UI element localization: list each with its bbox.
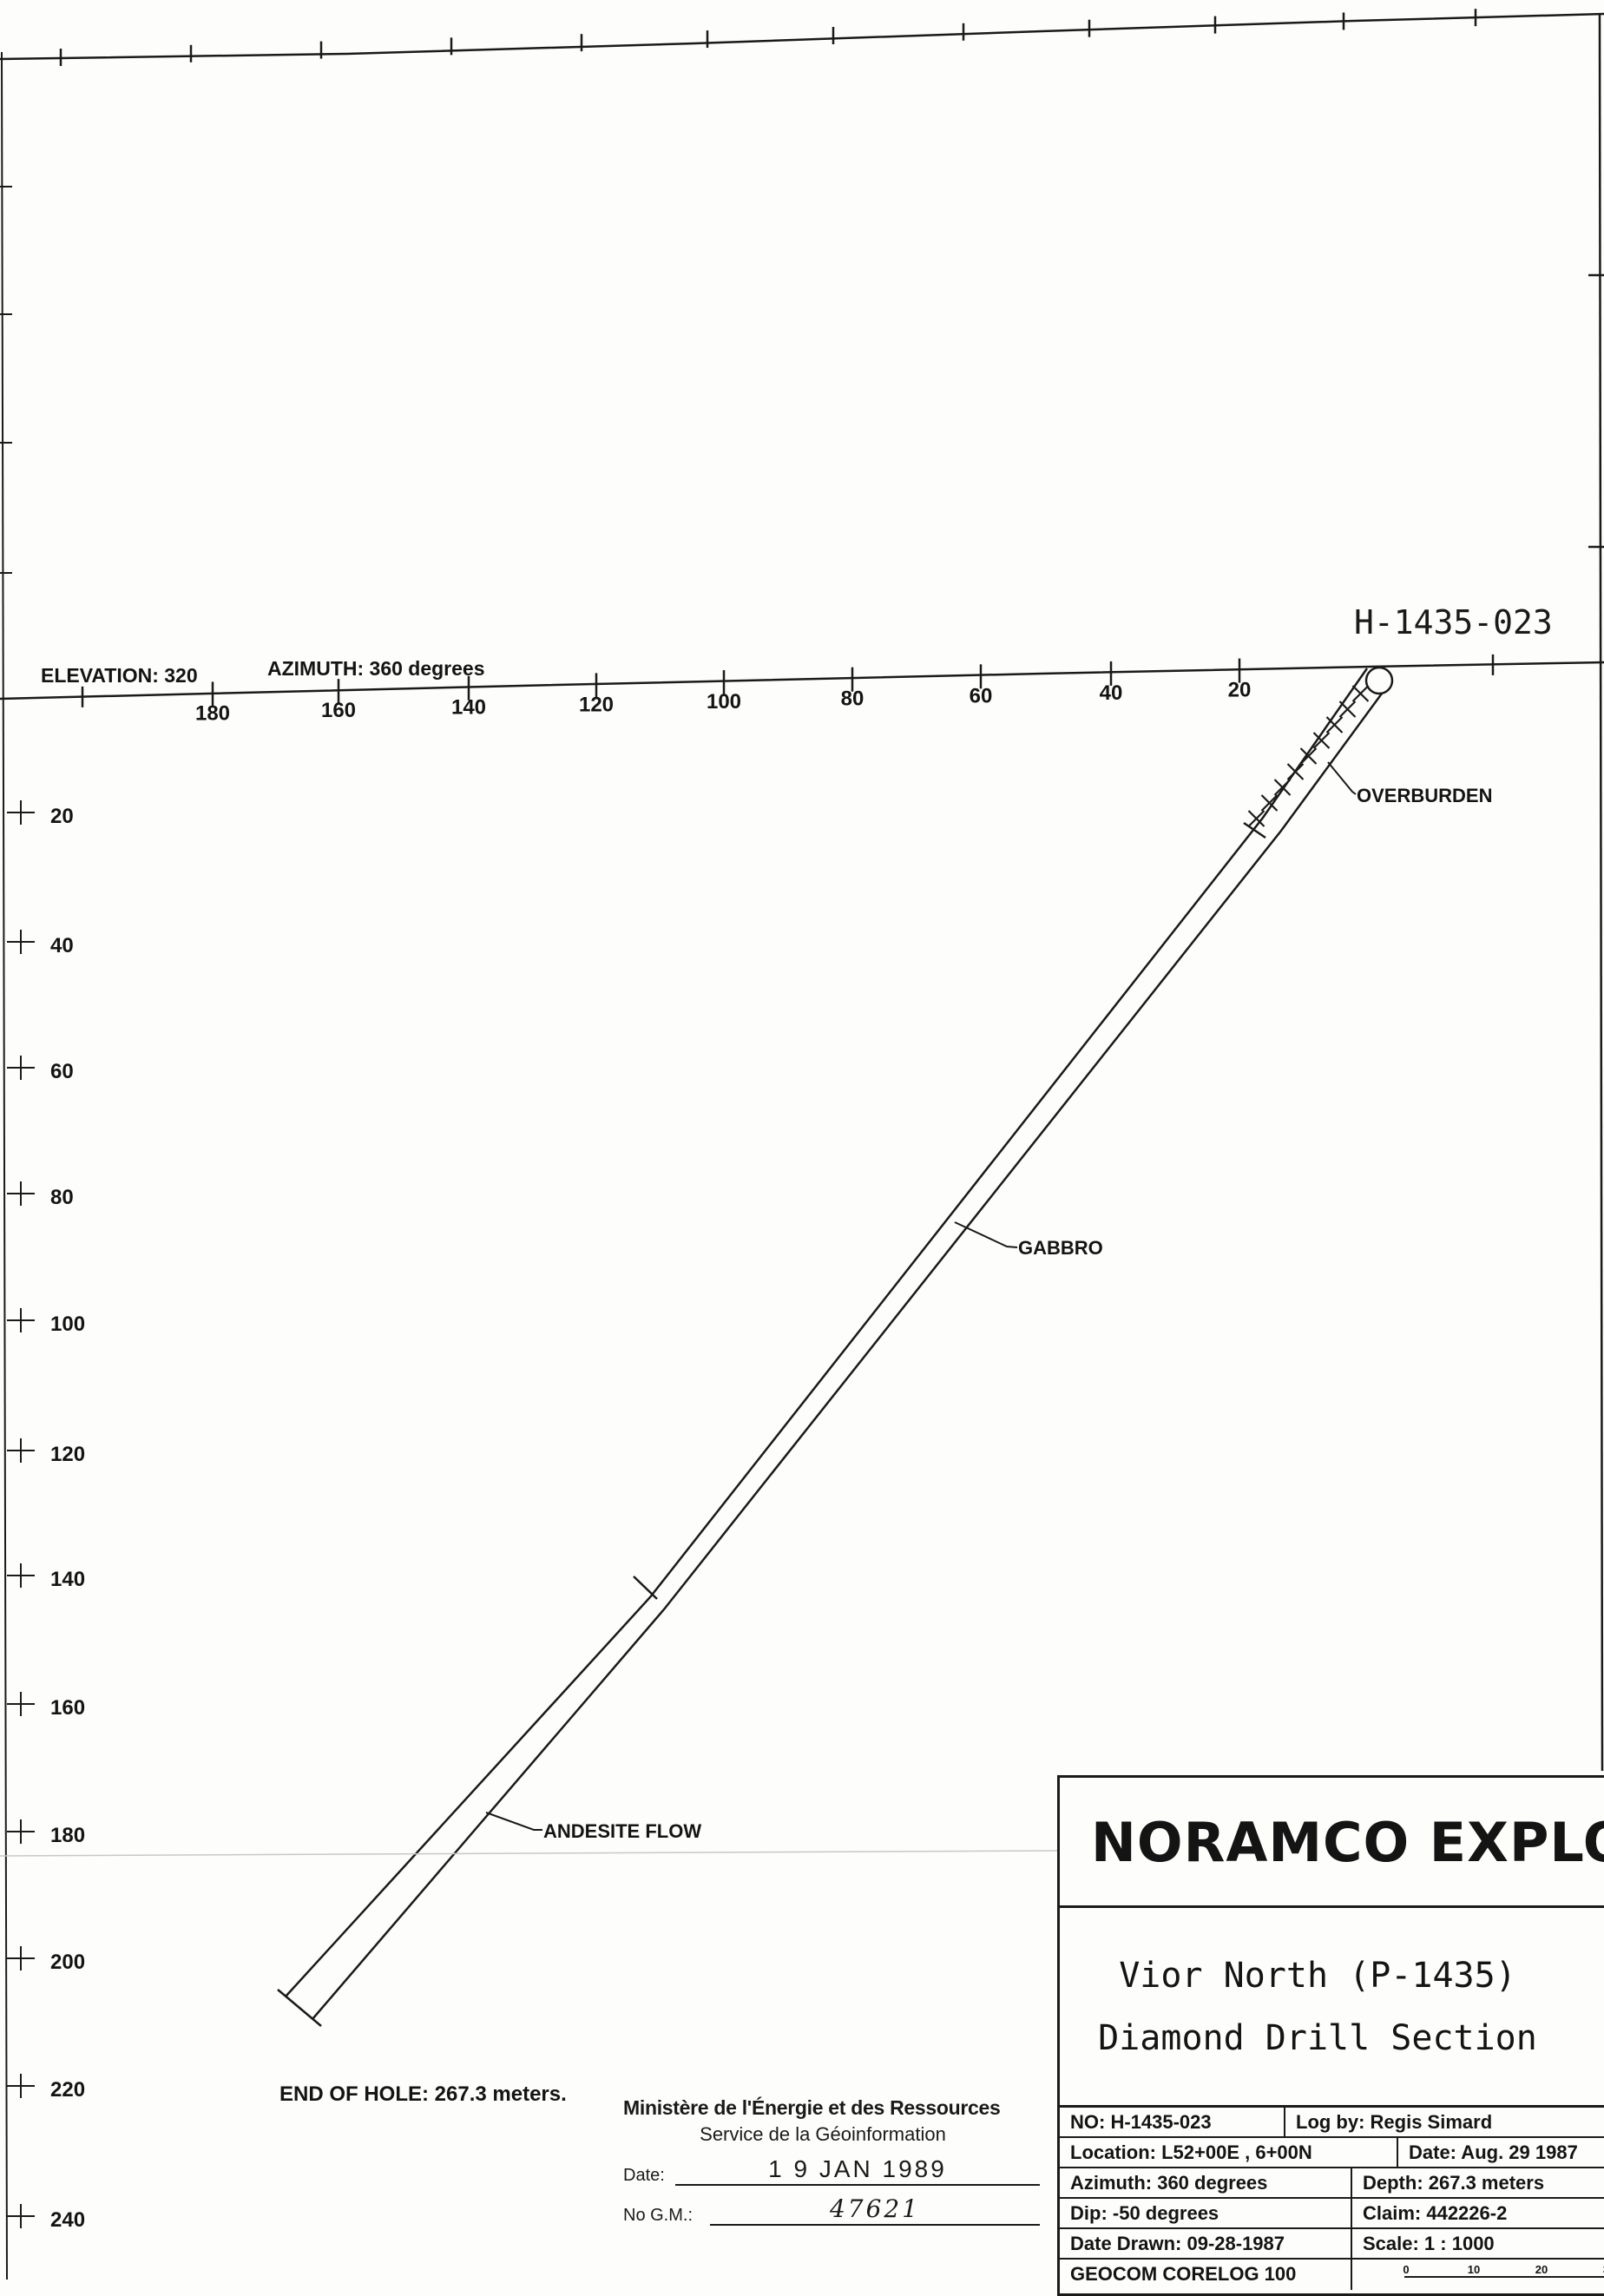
info-depth: Depth: 267.3 meters [1351, 2168, 1604, 2197]
surface-tick-label: 120 [579, 693, 614, 716]
unit-label-gabbro: GABBRO [1018, 1237, 1103, 1259]
depth-tick-label: 80 [50, 1186, 74, 1209]
title-block: NORAMCO EXPLORATION Vior North (P-1435) … [1057, 1775, 1604, 2296]
info-row: Location: L52+00E , 6+00N Date: Aug. 29 … [1060, 2138, 1604, 2168]
depth-scale: 20 40 60 80 100 120 140 160 180 200 220 240 [7, 800, 85, 2232]
right-grid-border [1600, 14, 1602, 1771]
stamp-date-label: Date: [623, 2166, 675, 2186]
unit-label-overburden: OVERBURDEN [1357, 785, 1492, 806]
stamp-gm-line: No G.M.: 47621 [623, 2194, 1040, 2226]
surface-tick-label: 100 [707, 690, 741, 714]
depth-tick-label: 120 [50, 1443, 85, 1466]
surface-line [0, 662, 1604, 699]
azimuth-label: AZIMUTH: 360 degrees [267, 657, 485, 680]
left-grid-border [2, 52, 7, 2280]
surface-tick-label: 20 [1228, 679, 1252, 702]
scale-bar-label: 10 [1468, 2263, 1480, 2276]
info-table: NO: H-1435-023 Log by: Regis Simard Loca… [1060, 2108, 1604, 2290]
project-title: Vior North (P-1435) Diamond Drill Sectio… [1060, 1908, 1604, 2108]
surface-tick-label: 80 [841, 687, 864, 711]
depth-tick-label: 240 [50, 2208, 85, 2232]
stamp-gm-label: No G.M.: [623, 2206, 710, 2226]
ministere-stamp: Ministère de l'Énergie et des Ressources… [623, 2096, 1040, 2253]
info-no: NO: H-1435-023 [1060, 2108, 1284, 2136]
stamp-date-line: Date: 1 9 JAN 1989 [623, 2155, 1040, 2186]
depth-tick-label: 200 [50, 1951, 85, 1974]
depth-tick-label: 100 [50, 1312, 85, 1336]
end-of-hole-label: END OF HOLE: 267.3 meters. [279, 2082, 567, 2106]
info-date-drawn: Date Drawn: 09-28-1987 [1060, 2229, 1351, 2258]
unit-label-andesite: ANDESITE FLOW [543, 1820, 701, 1842]
hole-id-label: H-1435-023 [1354, 603, 1553, 641]
info-software: GEOCOM CORELOG 100 [1060, 2260, 1351, 2290]
end-of-hole-tick [278, 1990, 321, 2026]
stamp-gm-value: 47621 [710, 2194, 1040, 2226]
info-claim: Claim: 442226-2 [1351, 2199, 1604, 2227]
info-scale: Scale: 1 : 1000 [1351, 2229, 1604, 2258]
depth-tick-label: 60 [50, 1060, 74, 1083]
stamp-service: Service de la Géoinformation [623, 2123, 1040, 2146]
overburden-hatch [1249, 686, 1369, 826]
info-dip: Dip: -50 degrees [1060, 2199, 1351, 2227]
right-border-ticks [1588, 275, 1604, 547]
surface-tick-label: 160 [321, 699, 356, 722]
depth-tick-label: 20 [50, 805, 74, 828]
sheet-crease [0, 1851, 1059, 1856]
project-line-2: Diamond Drill Section [1060, 2007, 1604, 2069]
scale-bar-label: 0 [1403, 2263, 1409, 2276]
surface-tick-label: 60 [970, 684, 993, 707]
info-row: Date Drawn: 09-28-1987 Scale: 1 : 1000 [1060, 2229, 1604, 2260]
project-line-1: Vior North (P-1435) [1060, 1944, 1604, 2007]
info-row: GEOCOM CORELOG 100 0102030 [1060, 2260, 1604, 2290]
depth-tick-label: 40 [50, 934, 74, 957]
info-row: Azimuth: 360 degrees Depth: 267.3 meters [1060, 2168, 1604, 2199]
contact-gabbro-andesite [634, 1576, 657, 1599]
scale-bar: 0102030 [1351, 2260, 1604, 2290]
scale-bar-label: 20 [1535, 2263, 1548, 2276]
info-location: Location: L52+00E , 6+00N [1060, 2138, 1397, 2167]
depth-tick-label: 220 [50, 2078, 85, 2102]
unit-leaders [486, 762, 1356, 1830]
stamp-date-value: 1 9 JAN 1989 [675, 2155, 1040, 2186]
depth-tick-label: 140 [50, 1568, 85, 1591]
surface-tick-label: 180 [195, 701, 230, 725]
info-azimuth: Azimuth: 360 degrees [1060, 2168, 1351, 2197]
surface-tick-label: 40 [1100, 681, 1123, 705]
depth-tick-label: 180 [50, 1824, 85, 1847]
company-name: NORAMCO EXPLORATION [1060, 1778, 1604, 1908]
collar-circle [1366, 668, 1392, 694]
top-grid-border [0, 9, 1604, 66]
info-row: NO: H-1435-023 Log by: Regis Simard [1060, 2108, 1604, 2138]
info-row: Dip: -50 degrees Claim: 442226-2 [1060, 2199, 1604, 2229]
surface-tick-label: 140 [451, 696, 486, 720]
stamp-ministere: Ministère de l'Énergie et des Ressources [623, 2096, 1040, 2120]
elevation-label: ELEVATION: 320 [41, 664, 198, 687]
depth-tick-label: 160 [50, 1696, 85, 1720]
info-date: Date: Aug. 29 1987 [1397, 2138, 1604, 2167]
scale-bar-graphic: 0102030 [1352, 2260, 1604, 2288]
info-log-by: Log by: Regis Simard [1284, 2108, 1604, 2136]
